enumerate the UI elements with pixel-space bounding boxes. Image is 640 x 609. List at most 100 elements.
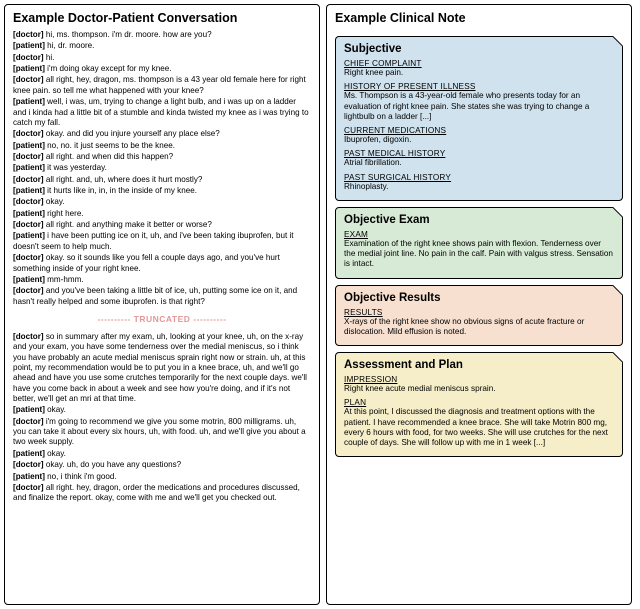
note-box-objexam: Objective Exam EXAMExamination of the rig…	[335, 207, 623, 279]
speaker-label: [doctor]	[13, 483, 44, 492]
speaker-label: [patient]	[13, 405, 45, 414]
note-section: PAST MEDICAL HISTORYAtrial fibrillation.	[344, 149, 614, 168]
dialogue-turn: [doctor] hi.	[13, 53, 311, 63]
speaker-label: [doctor]	[13, 30, 44, 39]
dialogue-turn: [patient] right here.	[13, 209, 311, 219]
folded-corner-icon	[599, 207, 623, 231]
note-section-body: At this point, I discussed the diagnosis…	[344, 407, 614, 448]
note-section: PAST SURGICAL HISTORYRhinoplasty.	[344, 173, 614, 192]
utterance-text: okay. uh, do you have any questions?	[44, 460, 182, 469]
speaker-label: [patient]	[13, 163, 45, 172]
clinical-note-boxes: SubjectiveCHIEF COMPLAINTRight knee pain…	[335, 36, 623, 457]
dialogue-turn: [doctor] all right. and anything make it…	[13, 220, 311, 230]
conversation-panel: Example Doctor-Patient Conversation [doc…	[4, 4, 320, 605]
note-box-title: Assessment and Plan	[344, 359, 614, 371]
speaker-label: [patient]	[13, 41, 45, 50]
dialogue-turn: [doctor] okay. so it sounds like you fel…	[13, 253, 311, 274]
speaker-label: [patient]	[13, 449, 45, 458]
utterance-text: and you've been taking a little bit of i…	[13, 286, 297, 305]
note-section-label: PLAN	[344, 398, 614, 407]
note-box-title: Objective Exam	[344, 214, 614, 226]
note-section-label: PAST MEDICAL HISTORY	[344, 149, 614, 158]
dialogue-turn: [patient] it was yesterday.	[13, 163, 311, 173]
note-section-body: Atrial fibrillation.	[344, 158, 614, 168]
note-section-label: IMPRESSION	[344, 375, 614, 384]
speaker-label: [patient]	[13, 275, 45, 284]
note-box-assess: Assessment and PlanIMPRESSIONRight knee …	[335, 352, 623, 457]
dialogue-turn: [patient] hi, dr. moore.	[13, 41, 311, 51]
utterance-text: okay.	[45, 405, 66, 414]
speaker-label: [doctor]	[13, 152, 44, 161]
speaker-label: [doctor]	[13, 53, 44, 62]
utterance-text: mm-hmm.	[45, 275, 84, 284]
speaker-label: [doctor]	[13, 75, 44, 84]
dialogue-turn: [doctor] so in summary after my exam, uh…	[13, 332, 311, 405]
dialogue-turn: [doctor] okay.	[13, 197, 311, 207]
note-section-body: Right knee pain.	[344, 68, 614, 78]
dialogue-turn: [doctor] hi, ms. thompson. i'm dr. moore…	[13, 30, 311, 40]
note-section-label: CHIEF COMPLAINT	[344, 59, 614, 68]
clinical-note-title: Example Clinical Note	[335, 11, 623, 25]
utterance-text: okay. so it sounds like you fell a coupl…	[13, 253, 280, 272]
utterance-text: all right, hey, dragon, ms. thompson is …	[13, 75, 306, 94]
note-section-body: Ibuprofen, digoxin.	[344, 135, 614, 145]
dialogue-turn: [patient] i'm doing okay except for my k…	[13, 64, 311, 74]
note-section-label: PAST SURGICAL HISTORY	[344, 173, 614, 182]
speaker-label: [patient]	[13, 141, 45, 150]
note-section-label: CURRENT MEDICATIONS	[344, 126, 614, 135]
note-section-body: X-rays of the right knee show no obvious…	[344, 317, 614, 338]
speaker-label: [doctor]	[13, 220, 44, 229]
utterance-text: okay.	[44, 197, 65, 206]
utterance-text: hi.	[44, 53, 55, 62]
note-box-subjective: SubjectiveCHIEF COMPLAINTRight knee pain…	[335, 36, 623, 201]
note-section: PLANAt this point, I discussed the diagn…	[344, 398, 614, 448]
note-section-body: Rhinoplasty.	[344, 182, 614, 192]
dialogue-turn: [patient] okay.	[13, 449, 311, 459]
utterance-text: i'm doing okay except for my knee.	[45, 64, 172, 73]
note-box-objres: Objective Results RESULTSX-rays of the ri…	[335, 285, 623, 347]
speaker-label: [doctor]	[13, 332, 44, 341]
dialogue-turn: [doctor] i'm going to recommend we give …	[13, 417, 311, 448]
dialogue-turn: [patient] mm-hmm.	[13, 275, 311, 285]
dialogue-turn: [patient] okay.	[13, 405, 311, 415]
note-section-body: Ms. Thompson is a 43-year-old female who…	[344, 91, 614, 122]
speaker-label: [doctor]	[13, 129, 44, 138]
utterance-text: hi, ms. thompson. i'm dr. moore. how are…	[44, 30, 212, 39]
dialogue-turn: [doctor] all right. and, uh, where does …	[13, 175, 311, 185]
utterance-text: right here.	[45, 209, 84, 218]
utterance-text: all right. and anything make it better o…	[44, 220, 212, 229]
note-section: CURRENT MEDICATIONSIbuprofen, digoxin.	[344, 126, 614, 145]
utterance-text: okay. and did you injure yourself any pl…	[44, 129, 220, 138]
utterance-text: hi, dr. moore.	[45, 41, 94, 50]
speaker-label: [doctor]	[13, 460, 44, 469]
dialogue-turn: [doctor] all right, hey, dragon, ms. tho…	[13, 75, 311, 96]
dialogue-turn: [patient] it hurts like in, in, in the i…	[13, 186, 311, 196]
utterance-text: i'm going to recommend we give you some …	[13, 417, 306, 447]
utterance-text: okay.	[45, 449, 66, 458]
note-box-title: Objective Results	[344, 292, 614, 304]
utterance-text: no, no. it just seems to be the knee.	[45, 141, 175, 150]
speaker-label: [doctor]	[13, 253, 44, 262]
speaker-label: [doctor]	[13, 197, 44, 206]
note-section-label: EXAM	[344, 230, 614, 239]
speaker-label: [patient]	[13, 472, 45, 481]
conversation-body: [doctor] hi, ms. thompson. i'm dr. moore…	[13, 30, 311, 505]
utterance-text: well, i was, um, trying to change a ligh…	[13, 97, 309, 127]
utterance-text: all right. and when did this happen?	[44, 152, 174, 161]
utterance-text: all right. and, uh, where does it hurt m…	[44, 175, 203, 184]
dialogue-turn: [doctor] all right. hey, dragon, order t…	[13, 483, 311, 504]
utterance-text: so in summary after my exam, uh, looking…	[13, 332, 307, 403]
speaker-label: [patient]	[13, 209, 45, 218]
conversation-title: Example Doctor-Patient Conversation	[13, 11, 311, 25]
speaker-label: [patient]	[13, 97, 45, 106]
utterance-text: it hurts like in, in, in the inside of m…	[45, 186, 197, 195]
utterance-text: no, i think i'm good.	[45, 472, 117, 481]
note-section: EXAMExamination of the right knee shows …	[344, 230, 614, 270]
note-section: HISTORY OF PRESENT ILLNESSMs. Thompson i…	[344, 82, 614, 122]
note-section-label: RESULTS	[344, 308, 614, 317]
note-section-label: HISTORY OF PRESENT ILLNESS	[344, 82, 614, 91]
folded-corner-icon	[599, 285, 623, 309]
speaker-label: [doctor]	[13, 417, 44, 426]
note-section-body: Examination of the right knee shows pain…	[344, 239, 614, 270]
utterance-text: it was yesterday.	[45, 163, 107, 172]
